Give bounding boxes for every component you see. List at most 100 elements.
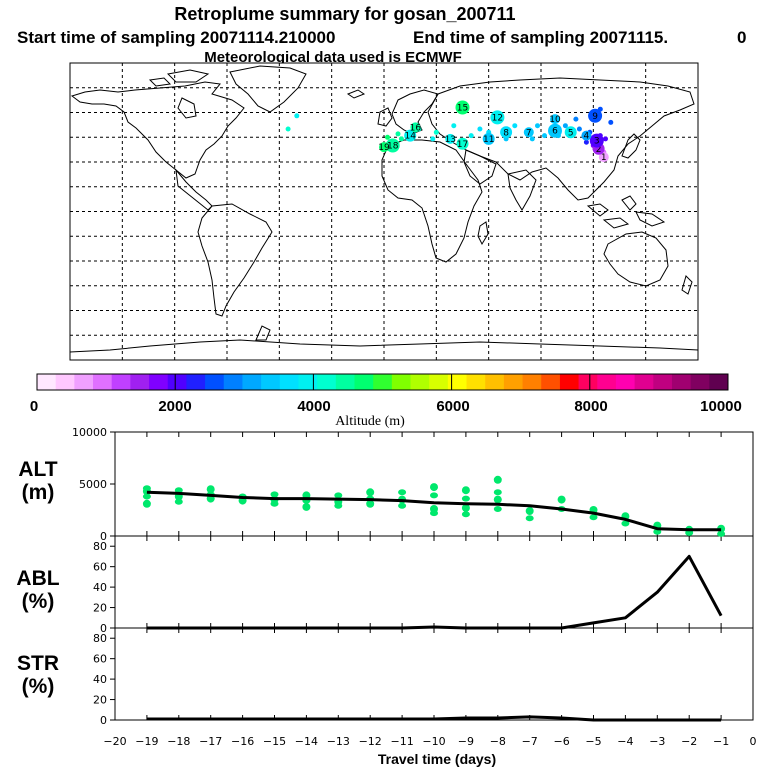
alt-scatter-point — [525, 507, 534, 515]
alt-scatter-point — [430, 483, 438, 492]
alt-series-line — [146, 490, 722, 532]
plume-dot — [542, 133, 547, 139]
colorbar-swatch — [317, 374, 337, 390]
colorbar-swatch — [503, 374, 524, 390]
x-tick-label: 0 — [750, 735, 757, 748]
colorbar-label-6000: 6000 — [436, 398, 469, 415]
plume-dot — [535, 123, 540, 129]
trajectory-marker — [490, 110, 505, 125]
alt-scatter-point — [461, 511, 470, 518]
trajectory-marker-label: 17 — [457, 140, 468, 150]
colorbar-swatch — [205, 374, 225, 390]
alt-scatter-point — [398, 502, 407, 509]
colorbar-swatch — [597, 374, 617, 390]
coast-arabia — [463, 149, 497, 185]
x-tick-label: −3 — [649, 735, 665, 748]
colorbar-swatch — [671, 374, 692, 390]
coast-japan — [621, 133, 641, 159]
x-tick-label: −19 — [135, 735, 158, 748]
colorbar-swatch — [615, 374, 636, 390]
alt-scatter-point — [366, 488, 375, 497]
trajectory-marker-label: 12 — [492, 113, 503, 123]
plume-dot — [573, 116, 579, 122]
y-tick-label: 40 — [93, 581, 107, 594]
trajectory-marker — [548, 123, 562, 138]
x-tick-label: −1 — [713, 735, 729, 748]
y-tick-label: 60 — [93, 561, 107, 574]
colorbar-swatch — [242, 374, 262, 390]
alt-scatter-point — [174, 498, 183, 505]
str-panel-name: STR — [17, 652, 59, 675]
y-tick-label: 0 — [100, 622, 107, 635]
colorbar-swatch — [541, 374, 561, 390]
end-time-label: End time of sampling 20071115. — [413, 28, 668, 47]
colorbar-swatch — [186, 374, 206, 390]
colorbar-swatch — [485, 374, 505, 390]
colorbar-swatch — [447, 374, 468, 390]
alt-scatter-point — [493, 489, 502, 496]
plume-dot — [451, 123, 457, 129]
alt-scatter-point — [430, 510, 438, 517]
plume-dot — [512, 123, 518, 129]
alt-scatter-point — [717, 530, 726, 537]
coast-antarctic-peninsula — [255, 325, 271, 341]
alt-scatter-point — [493, 475, 502, 484]
trajectory-marker — [410, 122, 421, 133]
alt-panel-unit: (m) — [22, 481, 55, 504]
colorbar-swatch — [167, 374, 187, 390]
colorbar-swatch — [279, 374, 299, 390]
colorbar-swatch — [261, 374, 281, 390]
trajectory-marker — [500, 126, 513, 139]
alt-scatter-point — [493, 495, 502, 504]
coast-europe — [391, 89, 439, 135]
start-time-label: Start time of sampling 20071114.210000 — [17, 28, 335, 47]
colorbar-swatch — [578, 374, 598, 390]
y-tick-label: 80 — [93, 632, 107, 645]
abl-panel-unit: (%) — [22, 590, 55, 613]
trajectory-marker-label: 13 — [445, 135, 456, 145]
colorbar-label-4000: 4000 — [297, 398, 330, 415]
coast-antarctica — [69, 339, 699, 353]
colorbar-swatch — [559, 374, 580, 390]
panel-x-ticks: −20 −19 −18 −17 −16 −15 −14 −13 −12 −11 −10 −9 −8 −7−… — [103, 735, 756, 748]
alt-scatter-point — [142, 499, 151, 508]
alt-panel-name: ALT — [18, 458, 57, 481]
trajectory-marker — [456, 137, 469, 150]
alt-scatter-point — [398, 489, 407, 496]
trajectory-marker — [482, 132, 495, 145]
x-tick-label: −14 — [295, 735, 318, 748]
colorbar-swatch — [74, 374, 94, 390]
alt-scatter-point — [653, 528, 662, 535]
x-tick-label: −20 — [103, 735, 126, 748]
coast-madagascar — [477, 221, 489, 246]
alt-scatter-point — [430, 492, 438, 499]
y-tick-label: 0 — [100, 530, 107, 543]
y-tick-label: 80 — [93, 540, 107, 553]
trajectory-marker — [589, 133, 604, 148]
trajectory-marker — [523, 127, 534, 138]
plume-dot — [294, 113, 300, 119]
colorbar-swatch — [298, 374, 318, 390]
trajectory-marker-label: 19 — [378, 143, 390, 153]
trajectory-marker-label: 14 — [404, 132, 416, 142]
colorbar-ticks — [36, 374, 729, 390]
x-tick-label: −10 — [422, 735, 445, 748]
trajectory-marker — [598, 152, 609, 163]
abl-panel-frame — [114, 535, 754, 629]
colorbar-swatch — [522, 374, 542, 390]
x-tick-label: −5 — [585, 735, 601, 748]
x-tick-label: −4 — [617, 735, 633, 748]
plume-dot — [477, 126, 483, 132]
plume-dot — [430, 136, 436, 142]
x-tick-label: −18 — [167, 735, 190, 748]
alt-scatter-point — [493, 506, 502, 512]
alt-scatter-point — [557, 495, 566, 504]
colorbar-swatch — [111, 374, 131, 390]
trajectory-marker-label: 4 — [584, 132, 590, 142]
x-tick-label: −17 — [199, 735, 222, 748]
colorbar-swatch — [709, 374, 729, 390]
trajectory-marker-label: 10 — [549, 115, 561, 125]
alt-scatter-point — [206, 485, 215, 494]
